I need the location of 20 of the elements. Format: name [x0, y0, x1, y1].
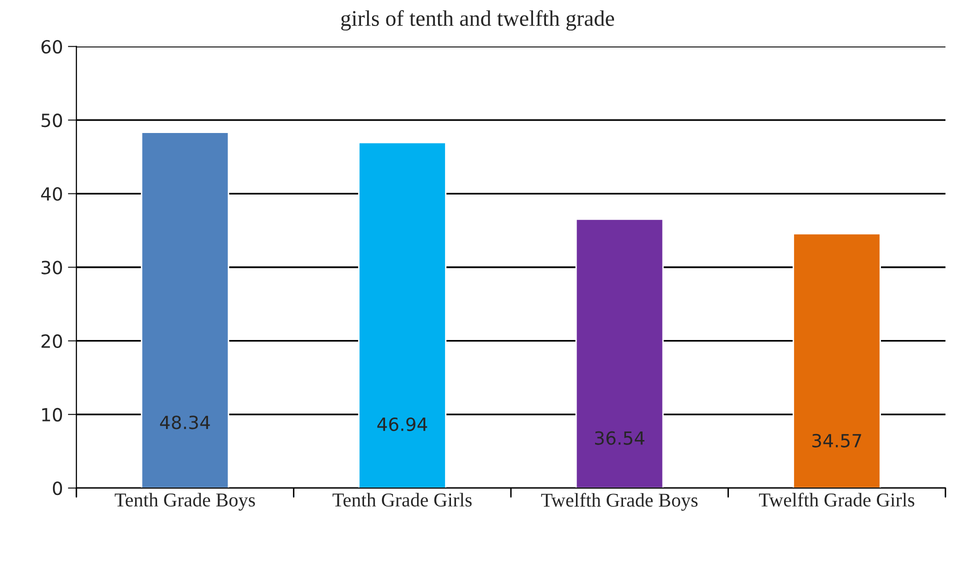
y-tick-label: 60	[41, 40, 62, 54]
x-tick-label: Twelfth Grade Boys	[541, 492, 698, 511]
y-tick-label: 0	[52, 482, 62, 496]
y-tick-label: 10	[42, 408, 62, 422]
bar	[792, 232, 881, 488]
bar	[575, 218, 664, 488]
x-tick-label: Tenth Grade Boys	[114, 492, 255, 511]
chart-title: girls of tenth and twelfth grade	[341, 10, 614, 31]
data-label: 36.54	[595, 431, 644, 445]
y-tick-label: 30	[42, 260, 62, 274]
bar	[358, 142, 446, 488]
y-tick-label: 50	[42, 114, 62, 128]
bar	[140, 132, 230, 488]
data-label: 46.94	[377, 417, 428, 432]
data-label: 48.34	[160, 416, 210, 430]
x-tick-label: Twelfth Grade Girls	[759, 492, 914, 507]
y-tick-label: 40	[41, 187, 62, 201]
y-tick-label: 20	[42, 334, 62, 348]
x-tick-label: Tenth Grade Girls	[332, 492, 472, 507]
data-label: 34.57	[812, 434, 862, 448]
